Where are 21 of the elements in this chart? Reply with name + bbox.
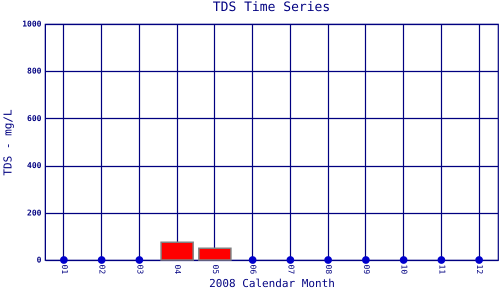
x-tick-label: 08 (324, 264, 334, 274)
y-tick-label: 200 (27, 208, 42, 218)
x-tick-label: 04 (173, 264, 182, 274)
x-tick-label: 11 (437, 264, 446, 274)
x-axis-title: 2008 Calendar Month (209, 277, 335, 290)
x-tick-label: 10 (400, 264, 409, 274)
x-tick-label: 09 (362, 264, 371, 274)
x-tick-label: 06 (248, 264, 258, 274)
y-tick-label: 1000 (22, 20, 42, 28)
x-tick-label: 05 (210, 264, 220, 274)
y-tick-label: 800 (27, 66, 42, 76)
x-tick-label: 07 (286, 264, 296, 274)
x-tick-label: 12 (475, 264, 484, 274)
y-tick-label: 0 (36, 256, 42, 264)
y-axis-title: TDS - mg/L (2, 109, 14, 176)
x-tick-label: 02 (98, 264, 107, 274)
chart-title: TDS Time Series (212, 0, 330, 15)
x-tick-label: 03 (135, 264, 144, 274)
x-tick-label: 01 (60, 264, 69, 274)
y-tick-label: 400 (27, 161, 42, 170)
y-tick-label: 600 (27, 114, 42, 123)
